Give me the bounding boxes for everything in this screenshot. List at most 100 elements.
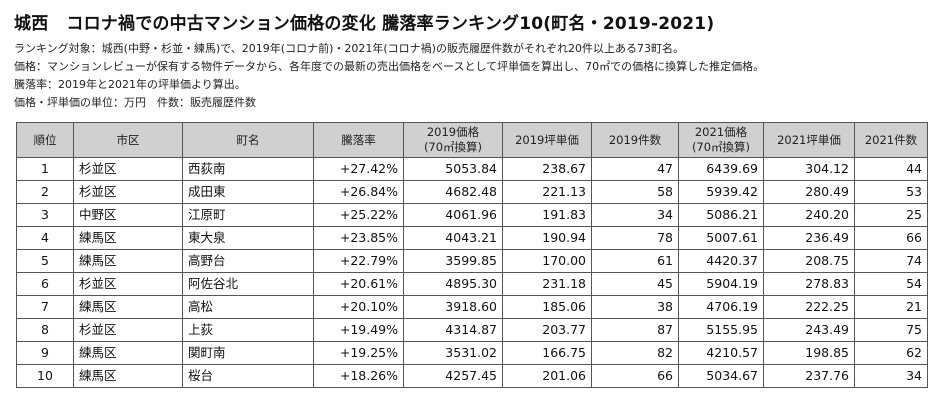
cell-count-2021: 74 xyxy=(854,249,928,273)
cell-tsubo-2021: 240.20 xyxy=(763,203,855,227)
cell-tsubo-2019: 221.13 xyxy=(502,180,592,204)
cell-price-2019: 4061.96 xyxy=(403,203,503,227)
cell-rank: 5 xyxy=(16,249,74,273)
cell-tsubo-2019: 185.06 xyxy=(502,295,592,319)
cell-rank: 2 xyxy=(16,180,74,204)
ranking-table: 順位 市区 町名 騰落率 2019価格 (70㎡換算) 2019坪単価 2019件… xyxy=(16,122,928,388)
cell-town: 江原町 xyxy=(182,203,314,227)
table-row: 6 杉並区 阿佐谷北 +20.61% 4895.30 231.18 45 5904.19 278… xyxy=(16,272,928,296)
cell-tsubo-2021: 237.76 xyxy=(763,364,855,388)
cell-rate: +20.61% xyxy=(313,272,404,296)
cell-rank: 8 xyxy=(16,318,74,342)
cell-ward: 中野区 xyxy=(73,203,183,227)
cell-rank: 3 xyxy=(16,203,74,227)
page-title: 城西 コロナ禍での中古マンション価格の変化 騰落率ランキング10(町名・2019-… xyxy=(14,9,929,34)
cell-rate: +22.79% xyxy=(313,249,404,273)
cell-price-2021: 6439.69 xyxy=(678,157,764,181)
table-row: 5 練馬区 高野台 +22.79% 3599.85 170.00 61 4420.37 208.… xyxy=(16,249,928,273)
header-price-2021-line1: 2021価格 xyxy=(694,125,748,139)
cell-count-2019: 66 xyxy=(591,364,679,388)
cell-tsubo-2021: 198.85 xyxy=(763,341,855,365)
cell-price-2021: 4706.19 xyxy=(678,295,764,319)
table-row: 7 練馬区 高松 +20.10% 3918.60 185.06 38 4706.19 222.2… xyxy=(16,295,928,319)
cell-tsubo-2021: 236.49 xyxy=(763,226,855,250)
cell-tsubo-2019: 201.06 xyxy=(502,364,592,388)
cell-count-2019: 45 xyxy=(591,272,679,296)
cell-price-2019: 4314.87 xyxy=(403,318,503,342)
cell-rank: 7 xyxy=(16,295,74,319)
header-count-2019: 2019件数 xyxy=(591,122,679,158)
header-town: 町名 xyxy=(182,122,314,158)
header-ward: 市区 xyxy=(73,122,183,158)
cell-price-2021: 5086.21 xyxy=(678,203,764,227)
cell-tsubo-2019: 170.00 xyxy=(502,249,592,273)
cell-count-2021: 75 xyxy=(854,318,928,342)
cell-price-2019: 4895.30 xyxy=(403,272,503,296)
title-main: コロナ禍での中古マンション価格の変化 騰落率ランキング10(町名・2019-20… xyxy=(66,14,715,34)
cell-town: 東大泉 xyxy=(182,226,314,250)
cell-price-2021: 5034.67 xyxy=(678,364,764,388)
table-row: 4 練馬区 東大泉 +23.85% 4043.21 190.94 78 5007.61 236.… xyxy=(16,226,928,250)
cell-count-2021: 54 xyxy=(854,272,928,296)
cell-town: 成田東 xyxy=(182,180,314,204)
cell-price-2019: 4682.48 xyxy=(403,180,503,204)
header-rank: 順位 xyxy=(16,122,74,158)
cell-rank: 9 xyxy=(16,341,74,365)
header-tsubo-2021: 2021坪単価 xyxy=(763,122,855,158)
cell-price-2019: 4257.45 xyxy=(403,364,503,388)
cell-count-2021: 34 xyxy=(854,364,928,388)
cell-count-2019: 58 xyxy=(591,180,679,204)
cell-tsubo-2021: 304.12 xyxy=(763,157,855,181)
table-header: 順位 市区 町名 騰落率 2019価格 (70㎡換算) 2019坪単価 2019件… xyxy=(16,122,928,158)
cell-count-2021: 66 xyxy=(854,226,928,250)
cell-town: 西荻南 xyxy=(182,157,314,181)
cell-tsubo-2019: 190.94 xyxy=(502,226,592,250)
cell-ward: 練馬区 xyxy=(73,341,183,365)
cell-count-2019: 87 xyxy=(591,318,679,342)
cell-town: 桜台 xyxy=(182,364,314,388)
cell-rate: +20.10% xyxy=(313,295,404,319)
cell-town: 高松 xyxy=(182,295,314,319)
cell-rank: 4 xyxy=(16,226,74,250)
cell-tsubo-2019: 191.83 xyxy=(502,203,592,227)
cell-tsubo-2019: 231.18 xyxy=(502,272,592,296)
cell-ward: 杉並区 xyxy=(73,318,183,342)
table-row: 10 練馬区 桜台 +18.26% 4257.45 201.06 66 5034.67 237.… xyxy=(16,364,928,388)
cell-count-2019: 38 xyxy=(591,295,679,319)
cell-rate: +23.85% xyxy=(313,226,404,250)
cell-rate: +19.49% xyxy=(313,318,404,342)
cell-rate: +26.84% xyxy=(313,180,404,204)
cell-count-2019: 34 xyxy=(591,203,679,227)
cell-count-2019: 78 xyxy=(591,226,679,250)
cell-price-2021: 5904.19 xyxy=(678,272,764,296)
cell-town: 関町南 xyxy=(182,341,314,365)
note-price: 価格：マンションレビューが保有する物件データから、各年度での最新の売出価格をベー… xyxy=(14,60,765,73)
cell-ward: 杉並区 xyxy=(73,272,183,296)
cell-count-2019: 47 xyxy=(591,157,679,181)
cell-price-2019: 3531.02 xyxy=(403,341,503,365)
cell-price-2019: 3918.60 xyxy=(403,295,503,319)
cell-rate: +25.22% xyxy=(313,203,404,227)
cell-price-2021: 5939.42 xyxy=(678,180,764,204)
cell-price-2019: 3599.85 xyxy=(403,249,503,273)
cell-town: 上荻 xyxy=(182,318,314,342)
table-row: 1 杉並区 西荻南 +27.42% 5053.84 238.67 47 6439.69 304.… xyxy=(16,157,928,181)
header-price-2019: 2019価格 (70㎡換算) xyxy=(403,122,503,158)
cell-rank: 1 xyxy=(16,157,74,181)
cell-count-2021: 62 xyxy=(854,341,928,365)
cell-rate: +19.25% xyxy=(313,341,404,365)
cell-tsubo-2019: 166.75 xyxy=(502,341,592,365)
cell-count-2021: 25 xyxy=(854,203,928,227)
cell-price-2021: 5155.95 xyxy=(678,318,764,342)
table-row: 2 杉並区 成田東 +26.84% 4682.48 221.13 58 5939.42 280.… xyxy=(16,180,928,204)
note-rate: 騰落率：2019年と2021年の坪単価より算出。 xyxy=(14,78,246,91)
cell-ward: 練馬区 xyxy=(73,295,183,319)
cell-tsubo-2021: 222.25 xyxy=(763,295,855,319)
cell-count-2019: 82 xyxy=(591,341,679,365)
cell-ward: 練馬区 xyxy=(73,249,183,273)
cell-rank: 10 xyxy=(16,364,74,388)
cell-count-2021: 21 xyxy=(854,295,928,319)
cell-price-2019: 5053.84 xyxy=(403,157,503,181)
header-price-2021: 2021価格 (70㎡換算) xyxy=(678,122,764,158)
header-price-2019-line2: (70㎡換算) xyxy=(423,140,483,154)
